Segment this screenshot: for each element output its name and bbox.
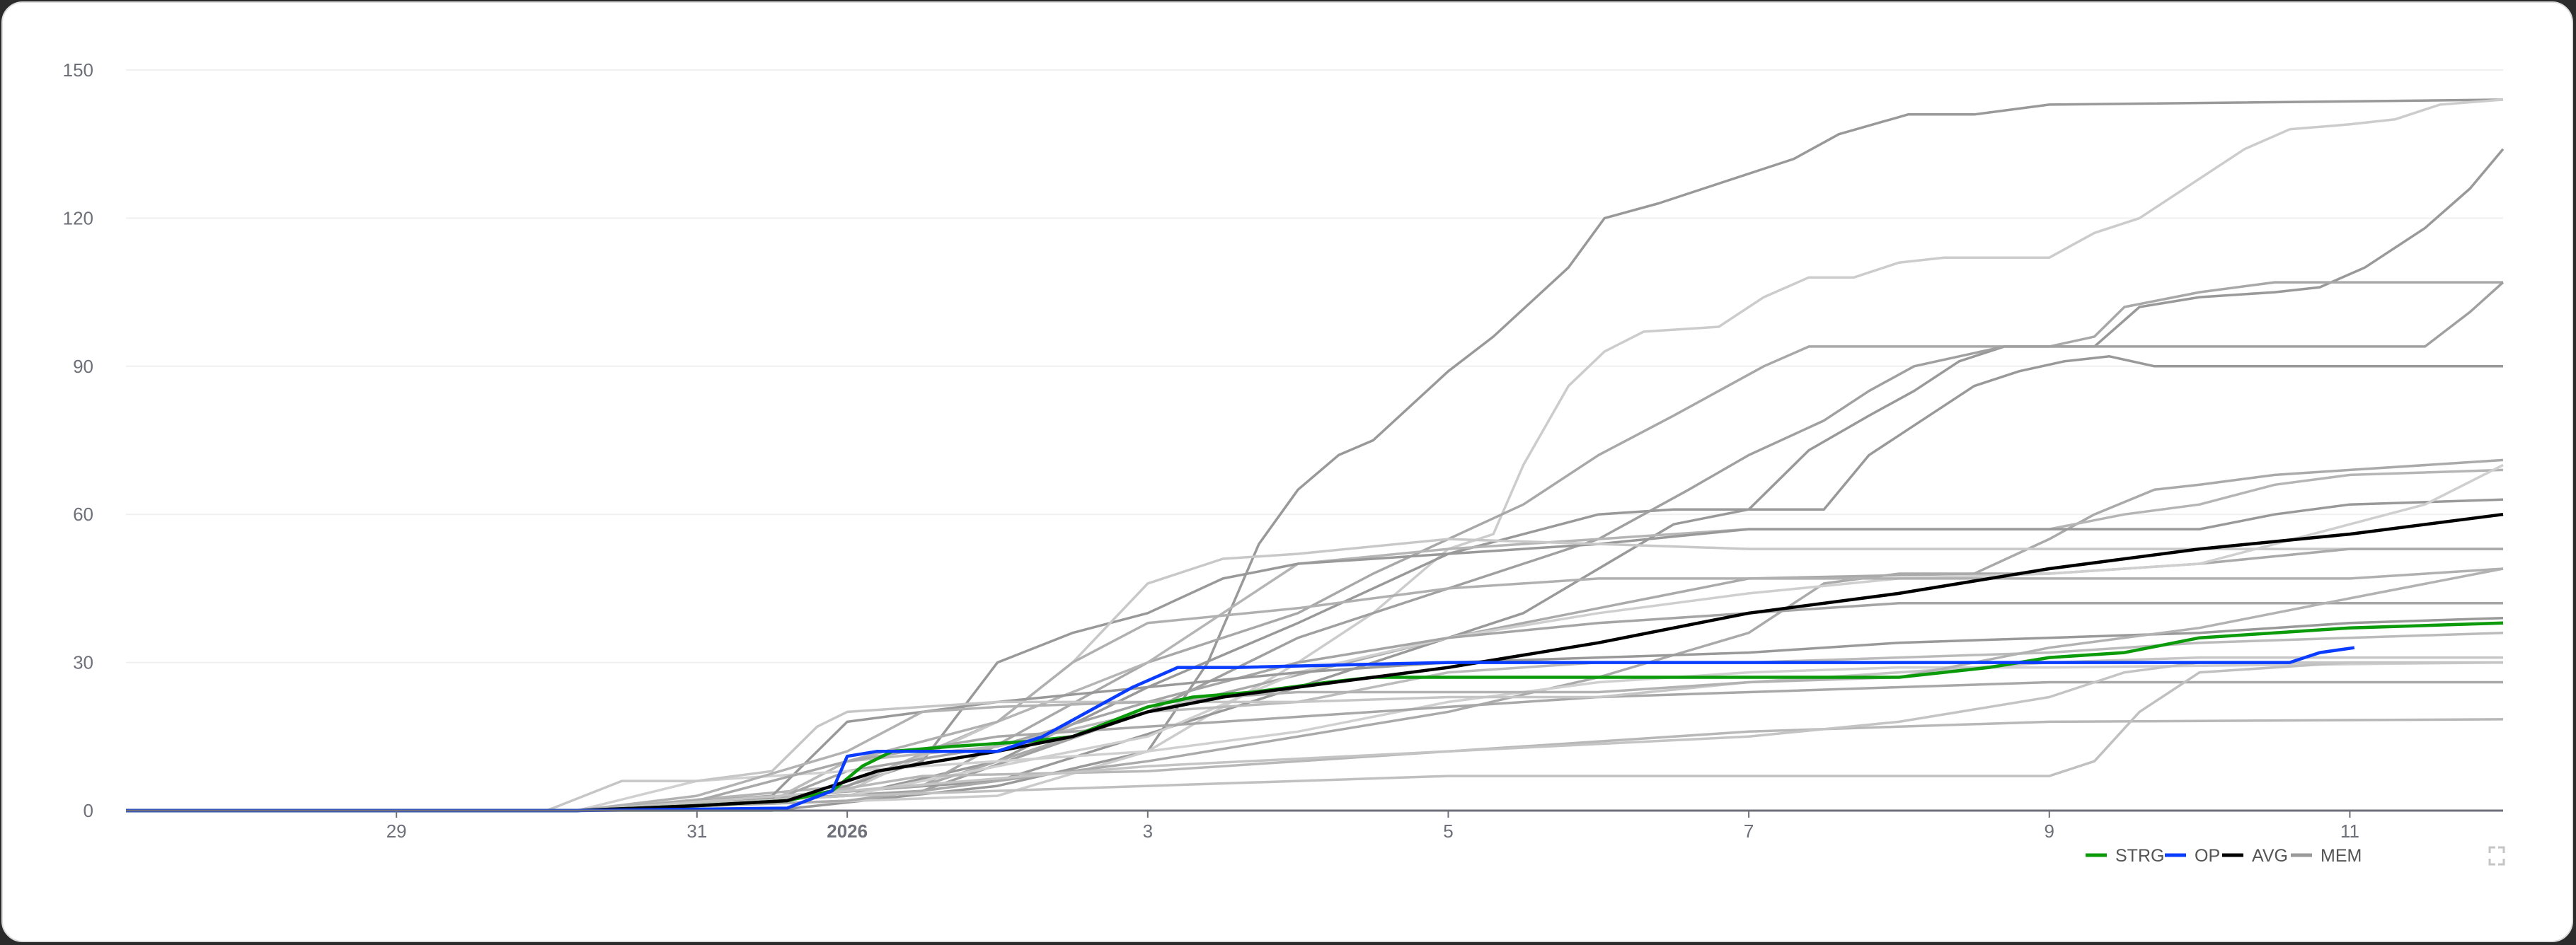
legend-label: MEM bbox=[2321, 846, 2362, 866]
fullscreen-icon[interactable] bbox=[2487, 846, 2507, 866]
series-line-mem[interactable] bbox=[126, 538, 2503, 812]
series-line-mem[interactable] bbox=[126, 661, 2503, 812]
legend-item-op[interactable]: OP bbox=[2165, 846, 2220, 866]
legend-item-avg[interactable]: AVG bbox=[2222, 846, 2288, 866]
y-tick-label: 120 bbox=[63, 207, 93, 228]
legend-label: AVG bbox=[2252, 846, 2288, 866]
legend-item-strg[interactable]: STRG bbox=[2086, 846, 2164, 866]
series-line-mem[interactable] bbox=[126, 98, 2504, 812]
series-line-mem[interactable] bbox=[126, 281, 2505, 812]
y-tick-label: 60 bbox=[73, 504, 93, 525]
series-line-mem[interactable] bbox=[126, 498, 2504, 812]
series-line-avg[interactable] bbox=[126, 512, 2504, 813]
legend-label: STRG bbox=[2115, 846, 2164, 866]
y-tick-label: 150 bbox=[63, 59, 93, 81]
series-line-mem[interactable] bbox=[126, 567, 2504, 812]
y-tick-label: 0 bbox=[84, 800, 93, 821]
legend-item-mem[interactable]: MEM bbox=[2291, 846, 2362, 866]
x-tick-label: 7 bbox=[1744, 821, 1754, 842]
series-line-mem[interactable] bbox=[126, 547, 2503, 812]
y-tick-label: 30 bbox=[73, 652, 93, 673]
series-line-op[interactable] bbox=[126, 646, 2355, 813]
x-tick-label: 2026 bbox=[827, 821, 868, 842]
x-tick-label: 11 bbox=[2340, 821, 2359, 842]
x-tick-label: 9 bbox=[2045, 821, 2054, 842]
y-tick-label: 90 bbox=[73, 356, 93, 377]
series-line-mem[interactable] bbox=[126, 281, 2503, 812]
line-chart: 0 30 60 90 120 150 29 31 2026 3 5 7 9 11 STRG OP AVG MEM bbox=[63, 59, 2507, 866]
x-tick-label: 31 bbox=[686, 821, 707, 842]
series-line-mem[interactable] bbox=[126, 631, 2504, 812]
x-tick-label: 3 bbox=[1143, 821, 1153, 842]
legend-label: OP bbox=[2195, 846, 2220, 866]
x-tick-label: 29 bbox=[386, 821, 407, 842]
series-line-mem[interactable] bbox=[126, 567, 2504, 812]
series-line-mem[interactable] bbox=[126, 148, 2505, 812]
series-line-mem[interactable] bbox=[126, 355, 2503, 812]
series-line-mem[interactable] bbox=[126, 468, 2504, 812]
legend: STRG OP AVG MEM bbox=[2086, 846, 2362, 866]
x-tick-label: 5 bbox=[1443, 821, 1453, 842]
series-line-mem[interactable] bbox=[126, 98, 2504, 812]
